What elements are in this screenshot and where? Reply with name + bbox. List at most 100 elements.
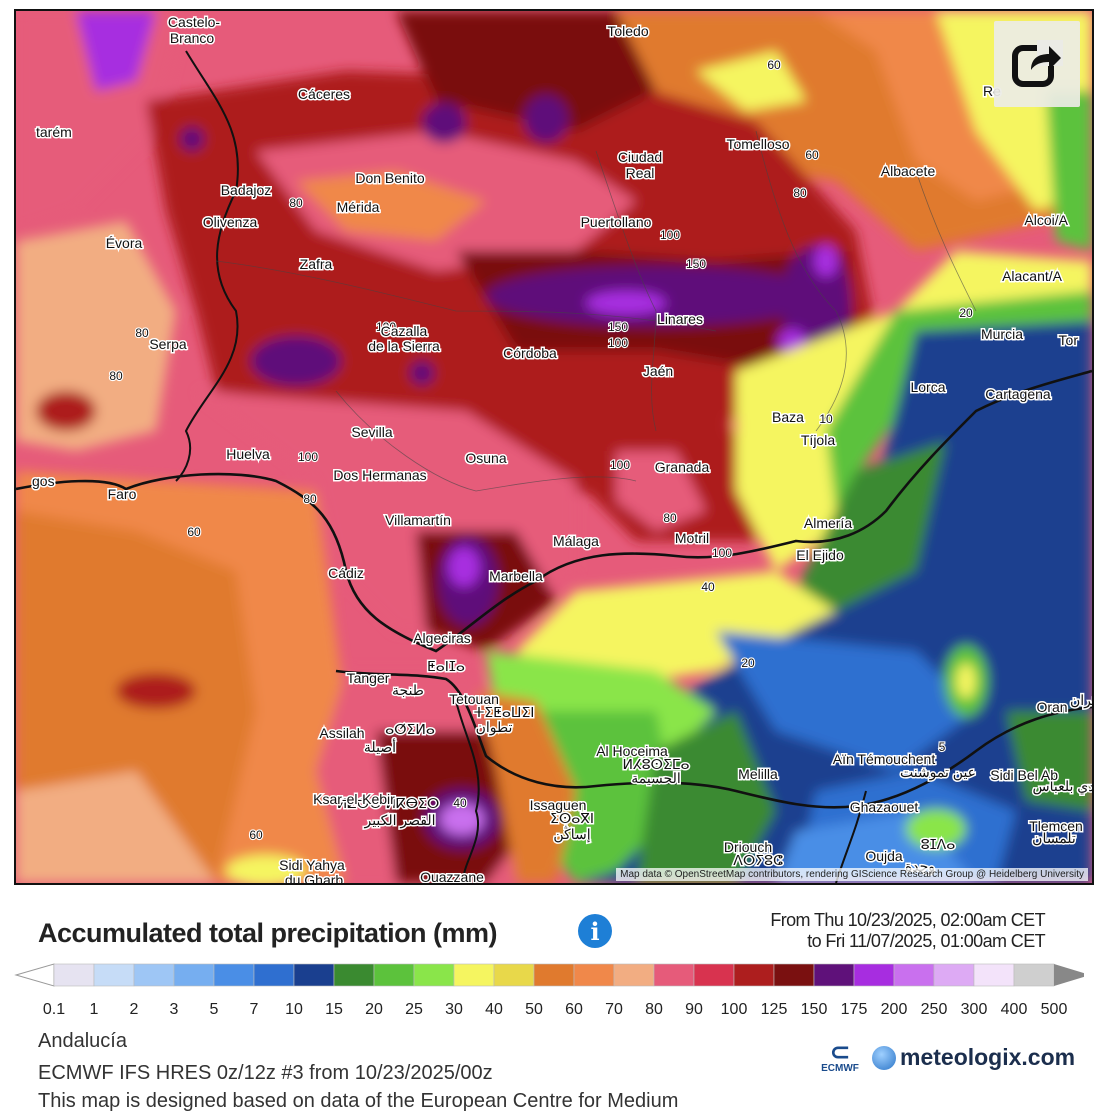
city-label[interactable]: Córdoba [502,344,559,363]
city-name: Cáceres [298,86,350,102]
city-label[interactable]: Murcia [979,325,1024,344]
legend-tick: 3 [170,1001,179,1018]
city-label[interactable]: Ouazzane [419,868,486,884]
contour-label: 150 [608,320,628,334]
legend-tick: 100 [721,1001,748,1018]
city-name: Dos Hermanas [333,467,426,483]
city-label[interactable]: Huelva [225,445,272,464]
city-label[interactable]: Cáceres [296,85,351,104]
legend-tick: 125 [761,1001,788,1018]
city-label[interactable]: Almería [802,514,853,533]
contour-label: 100 [298,450,318,464]
share-button[interactable] [994,21,1080,107]
city-label[interactable]: Tomelloso [725,135,791,154]
city-label[interactable]: Oujda [864,847,905,866]
city-label[interactable]: Issaguen [528,796,588,815]
city-label[interactable]: Oran [1035,698,1069,717]
city-label[interactable]: Sevilla [350,423,394,442]
city-label[interactable]: Tanger [345,669,391,688]
city-label[interactable]: Assilah [318,724,366,743]
city-label[interactable]: Ciudad [616,148,663,167]
city-label[interactable]: Sidi Yahya [278,856,347,875]
city-name: Puertollano [581,214,652,230]
city-label[interactable]: Aïn Témouchent [831,750,937,769]
map-attribution[interactable]: Map data © OpenStreetMap contributors, r… [616,868,1088,881]
city-label[interactable]: Mérida [335,198,381,217]
city-name: Toledo [607,23,648,39]
city-label[interactable]: Driouch [722,838,773,857]
city-label[interactable]: Jaén [641,362,674,381]
city-label[interactable]: Don Benito [354,169,426,188]
city-name: Villamartín [385,512,451,528]
city-name: Ksar-el-Kebir [313,791,395,807]
contour-label: 20 [959,306,973,320]
date-range: From Thu 10/23/2025, 02:00am CET to Fri … [770,910,1045,952]
city-label[interactable]: Linares [656,310,705,329]
city-label[interactable]: Tíjola [799,431,836,450]
city-label[interactable]: Motril [673,529,710,548]
city-name: du Gharb [285,872,344,883]
city-label[interactable]: Osuna [464,449,508,468]
city-label[interactable]: El Ejido [795,546,846,565]
city-label[interactable]: Cazalla [379,322,429,341]
city-label[interactable]: Puertollano [579,213,653,232]
footer-note: This map is designed based on data of th… [38,1090,679,1112]
city-label[interactable]: Granada [653,458,711,477]
city-label[interactable]: Zafra [298,255,334,274]
legend-tick: 7 [250,1001,259,1018]
city-label[interactable]: Algeciras [412,629,473,648]
city-name: de la Sierra [368,338,440,354]
legend-tick: 200 [881,1001,908,1018]
legend-swatch [133,963,175,987]
city-name: Motril [675,530,709,546]
city-label[interactable]: Lorca [909,378,947,397]
contour-label: 60 [249,828,263,842]
legend-tick: 20 [365,1001,383,1018]
city-label[interactable]: Alcoi/A [1023,211,1070,230]
city-label[interactable]: Sidi Bel Ab [989,766,1060,785]
city-name: Badajoz [221,182,272,198]
city-label[interactable]: Faro [106,485,138,504]
city-label[interactable]: Ghazaouet [848,798,920,817]
city-label[interactable]: Dos Hermanas [332,466,428,485]
city-label[interactable]: Cádiz [327,564,366,583]
city-name: Jaén [643,363,673,379]
city-label[interactable]: Badajoz [219,181,273,200]
city-label[interactable]: gos [31,472,57,491]
city-label[interactable]: Baza [771,408,806,427]
city-label[interactable]: tarém [35,123,74,142]
city-label[interactable]: Olivenza [201,213,259,232]
city-label[interactable]: Villamartín [384,511,453,530]
city-label[interactable]: Albacete [879,162,937,181]
city-label[interactable]: Branco [168,29,216,48]
precipitation-map[interactable]: 60 60 80 80 100 150 80 80 100 150 100 20 10 100 100 80 8… [14,9,1094,885]
local-script-label: ⵍⵇⵚⵔ ⵍⴽⴱⵉⵔ [337,795,440,811]
city-label[interactable]: Castelo- [166,13,221,32]
city-label[interactable]: Évora [104,234,144,253]
city-label[interactable]: Serpa [148,335,189,354]
city-name: Aïn Témouchent [833,751,936,767]
city-label[interactable]: Marbella [488,567,545,586]
city-label[interactable]: Toledo [606,22,650,41]
city-label[interactable]: Málaga [552,532,601,551]
ecmwf-logo[interactable]: ⊂ ECMWF [812,1041,868,1075]
info-icon[interactable]: i [578,914,612,948]
city-name: Tlemcen [1029,818,1083,834]
city-name: Zafra [300,256,333,272]
city-label[interactable]: Melilla [737,765,780,784]
share-icon [1012,40,1063,87]
city-label[interactable]: du Gharb [283,871,345,884]
city-label[interactable]: Tlemcen [1028,817,1085,836]
city-label[interactable]: Al Hoceima [595,742,670,761]
city-label[interactable]: de la Sierra [367,337,442,356]
local-script-label: القصر الكبير [363,812,435,829]
city-label[interactable]: Cartagena [984,385,1053,404]
legend-swatch [173,963,215,987]
city-label[interactable]: Real [624,164,656,183]
city-label[interactable]: Tor [1057,331,1080,350]
city-label[interactable]: Tetouan [448,690,501,709]
city-label[interactable]: Alacant/A [1001,267,1065,286]
meteologix-logo[interactable]: meteologix.com [872,1044,1075,1071]
city-label[interactable]: Ksar-el-Kebir [312,790,397,809]
contour-label: 20 [741,656,755,670]
